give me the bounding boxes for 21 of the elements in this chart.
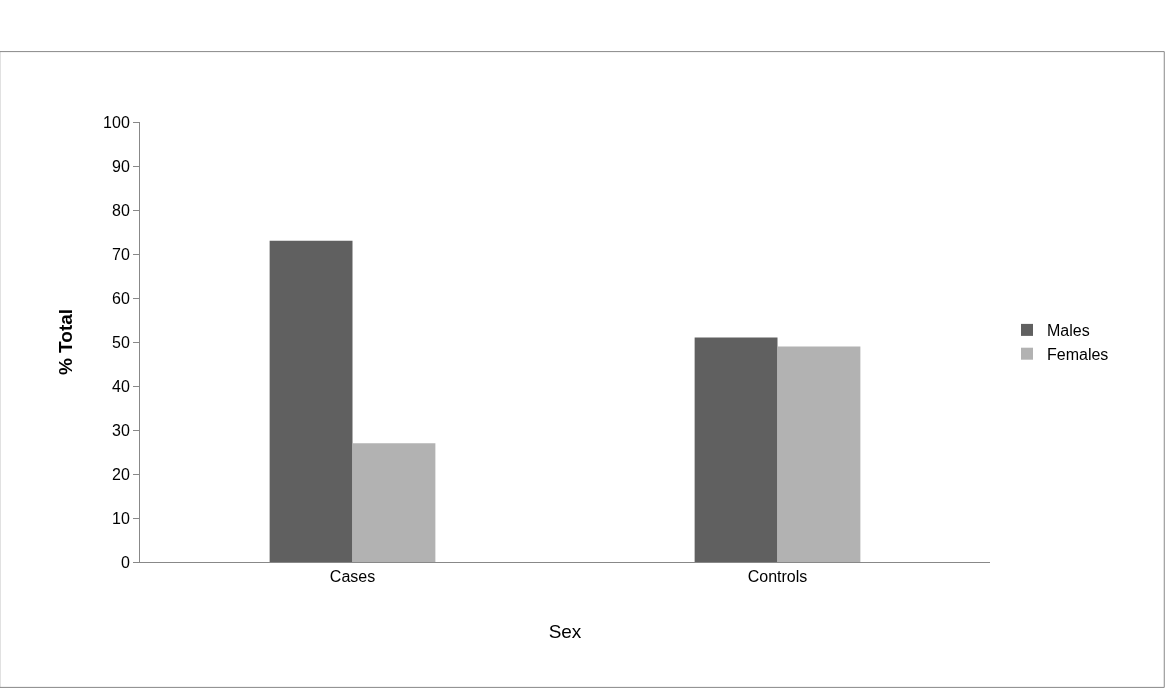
y-tick-label: 40 xyxy=(112,377,130,395)
y-tick-label: 10 xyxy=(112,509,130,527)
legend-label: Females xyxy=(1047,345,1109,363)
y-axis-title: % Total xyxy=(54,308,76,376)
y-tick-label: 30 xyxy=(112,421,130,439)
y-tick-label: 50 xyxy=(112,333,130,351)
legend-label: Males xyxy=(1047,322,1090,340)
y-tick-label: 100 xyxy=(103,113,130,131)
bar xyxy=(694,337,778,562)
y-tick-label: 70 xyxy=(112,245,130,263)
x-tick-label: Cases xyxy=(329,568,376,586)
y-tick-label: 80 xyxy=(112,201,130,219)
bar xyxy=(269,240,353,562)
x-tick-label: Controls xyxy=(747,568,808,586)
y-tick-label: 0 xyxy=(120,553,130,571)
y-tick-label: 90 xyxy=(112,157,130,175)
y-tick-label: 60 xyxy=(112,289,130,307)
bar xyxy=(777,346,861,562)
x-axis-title: Sex xyxy=(548,621,582,642)
y-tick-label: 20 xyxy=(112,465,130,483)
bar xyxy=(352,443,436,562)
